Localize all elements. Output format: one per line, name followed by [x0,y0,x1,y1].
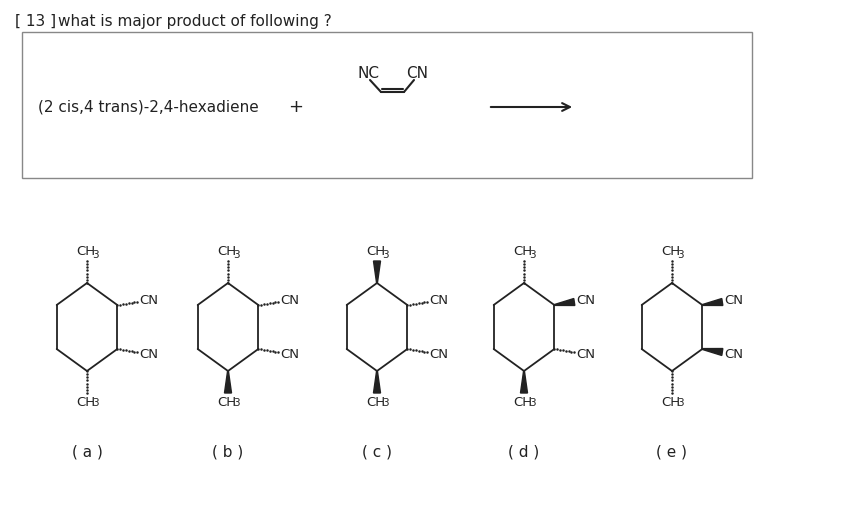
Text: CH: CH [77,396,96,409]
Text: 3: 3 [92,398,98,408]
Bar [22,32,752,178]
Text: CN: CN [429,348,448,360]
Text: [ 13 ]: [ 13 ] [15,14,56,29]
Text: 3: 3 [382,398,389,408]
Text: 3: 3 [92,250,98,260]
Text: CN: CN [140,348,158,360]
Text: CN: CN [280,348,299,360]
Text: CN: CN [406,67,428,81]
Text: CN: CN [576,294,595,306]
Text: CN: CN [724,294,743,306]
Text: ( d ): ( d ) [508,444,540,460]
Text: 3: 3 [677,250,683,260]
Text: CN: CN [429,294,448,306]
Text: CN: CN [576,348,595,360]
Text: what is major product of following ?: what is major product of following ? [58,14,331,29]
Polygon shape [702,349,722,355]
Polygon shape [225,371,231,393]
Text: CN: CN [280,294,299,306]
Text: CH: CH [661,396,680,409]
Text: CN: CN [724,348,743,360]
Polygon shape [521,371,527,393]
Polygon shape [373,261,380,283]
Text: CH: CH [514,245,532,258]
Text: (2 cis,4 trans)-2,4-hexadiene: (2 cis,4 trans)-2,4-hexadiene [38,99,259,114]
Text: +: + [288,98,304,116]
Text: ( c ): ( c ) [362,444,392,460]
Polygon shape [554,298,575,305]
Text: 3: 3 [529,250,536,260]
Text: CH: CH [218,245,236,258]
Text: CH: CH [77,245,96,258]
Text: ( e ): ( e ) [657,444,687,460]
Text: CH: CH [661,245,680,258]
Text: 3: 3 [529,398,536,408]
Text: NC: NC [358,67,380,81]
Text: CN: CN [140,294,158,306]
Text: CH: CH [514,396,532,409]
Text: 3: 3 [677,398,683,408]
Text: CH: CH [367,245,385,258]
Text: 3: 3 [233,398,240,408]
Text: CH: CH [367,396,385,409]
Polygon shape [702,298,722,305]
Polygon shape [373,371,380,393]
Text: CH: CH [218,396,236,409]
Text: ( b ): ( b ) [213,444,244,460]
Text: ( a ): ( a ) [71,444,103,460]
Text: 3: 3 [382,250,389,260]
Text: 3: 3 [233,250,240,260]
